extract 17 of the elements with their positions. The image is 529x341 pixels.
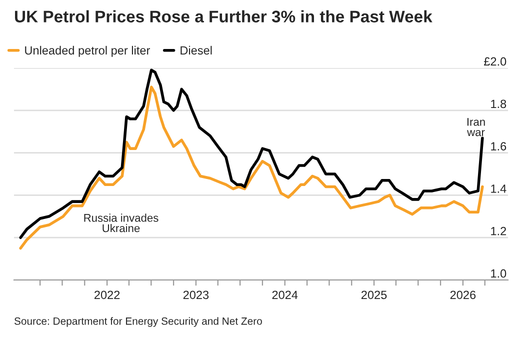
y-tick-label: 1.6 — [491, 142, 506, 150]
y-tick-label: 1.4 — [491, 184, 506, 193]
y-tick-label: 1.0 — [491, 269, 506, 278]
x-tick-label: 2026 — [450, 290, 476, 300]
x-tick-label: 2023 — [183, 290, 209, 300]
annotation: Russia invades Ukraine — [84, 214, 158, 232]
annotation: Iran war — [467, 118, 485, 136]
legend-label: Diesel — [180, 46, 212, 55]
y-tick-label: 1.2 — [491, 226, 506, 236]
y-tick-label: 1.8 — [491, 100, 506, 108]
x-tick-label: 2022 — [94, 290, 120, 300]
y-tick-label: £2.0 — [484, 57, 506, 66]
chart-title: UK Petrol Prices Rose a Further 3% in the Past Week — [15, 10, 432, 22]
x-tick-label: 2024 — [272, 290, 298, 300]
source-note: Source: Department for Energy Security and Net Zero — [14, 317, 262, 327]
legend-label: Unleaded petrol per liter — [25, 46, 150, 57]
x-tick-label: 2025 — [361, 290, 387, 300]
